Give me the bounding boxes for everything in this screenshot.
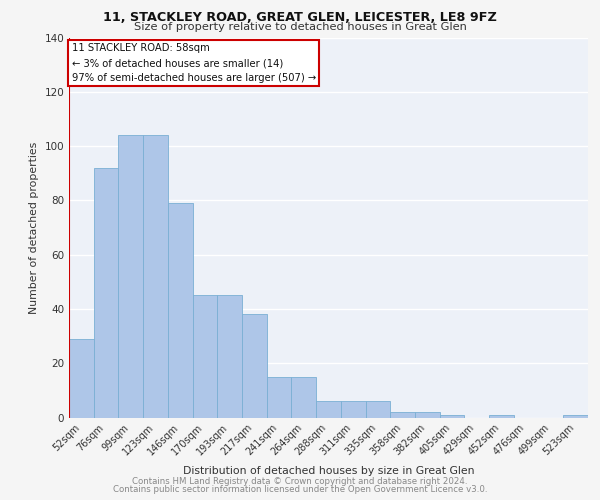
- Bar: [440, 415, 464, 418]
- Bar: [94, 168, 118, 418]
- Bar: [563, 415, 588, 418]
- Bar: [217, 296, 242, 418]
- Text: 11, STACKLEY ROAD, GREAT GLEN, LEICESTER, LE8 9FZ: 11, STACKLEY ROAD, GREAT GLEN, LEICESTER…: [103, 11, 497, 24]
- Bar: [242, 314, 267, 418]
- Bar: [390, 412, 415, 418]
- Bar: [193, 296, 217, 418]
- Y-axis label: Number of detached properties: Number of detached properties: [29, 142, 39, 314]
- Bar: [267, 377, 292, 418]
- Bar: [316, 401, 341, 417]
- Bar: [168, 203, 193, 418]
- Bar: [341, 401, 365, 417]
- Bar: [118, 135, 143, 418]
- Bar: [292, 377, 316, 418]
- Text: 11 STACKLEY ROAD: 58sqm
← 3% of detached houses are smaller (14)
97% of semi-det: 11 STACKLEY ROAD: 58sqm ← 3% of detached…: [71, 43, 316, 83]
- Bar: [489, 415, 514, 418]
- Text: Contains HM Land Registry data © Crown copyright and database right 2024.: Contains HM Land Registry data © Crown c…: [132, 477, 468, 486]
- Text: Size of property relative to detached houses in Great Glen: Size of property relative to detached ho…: [134, 22, 466, 32]
- Bar: [69, 339, 94, 417]
- Bar: [415, 412, 440, 418]
- X-axis label: Distribution of detached houses by size in Great Glen: Distribution of detached houses by size …: [183, 466, 474, 475]
- Bar: [143, 135, 168, 418]
- Text: Contains public sector information licensed under the Open Government Licence v3: Contains public sector information licen…: [113, 485, 487, 494]
- Bar: [365, 401, 390, 417]
